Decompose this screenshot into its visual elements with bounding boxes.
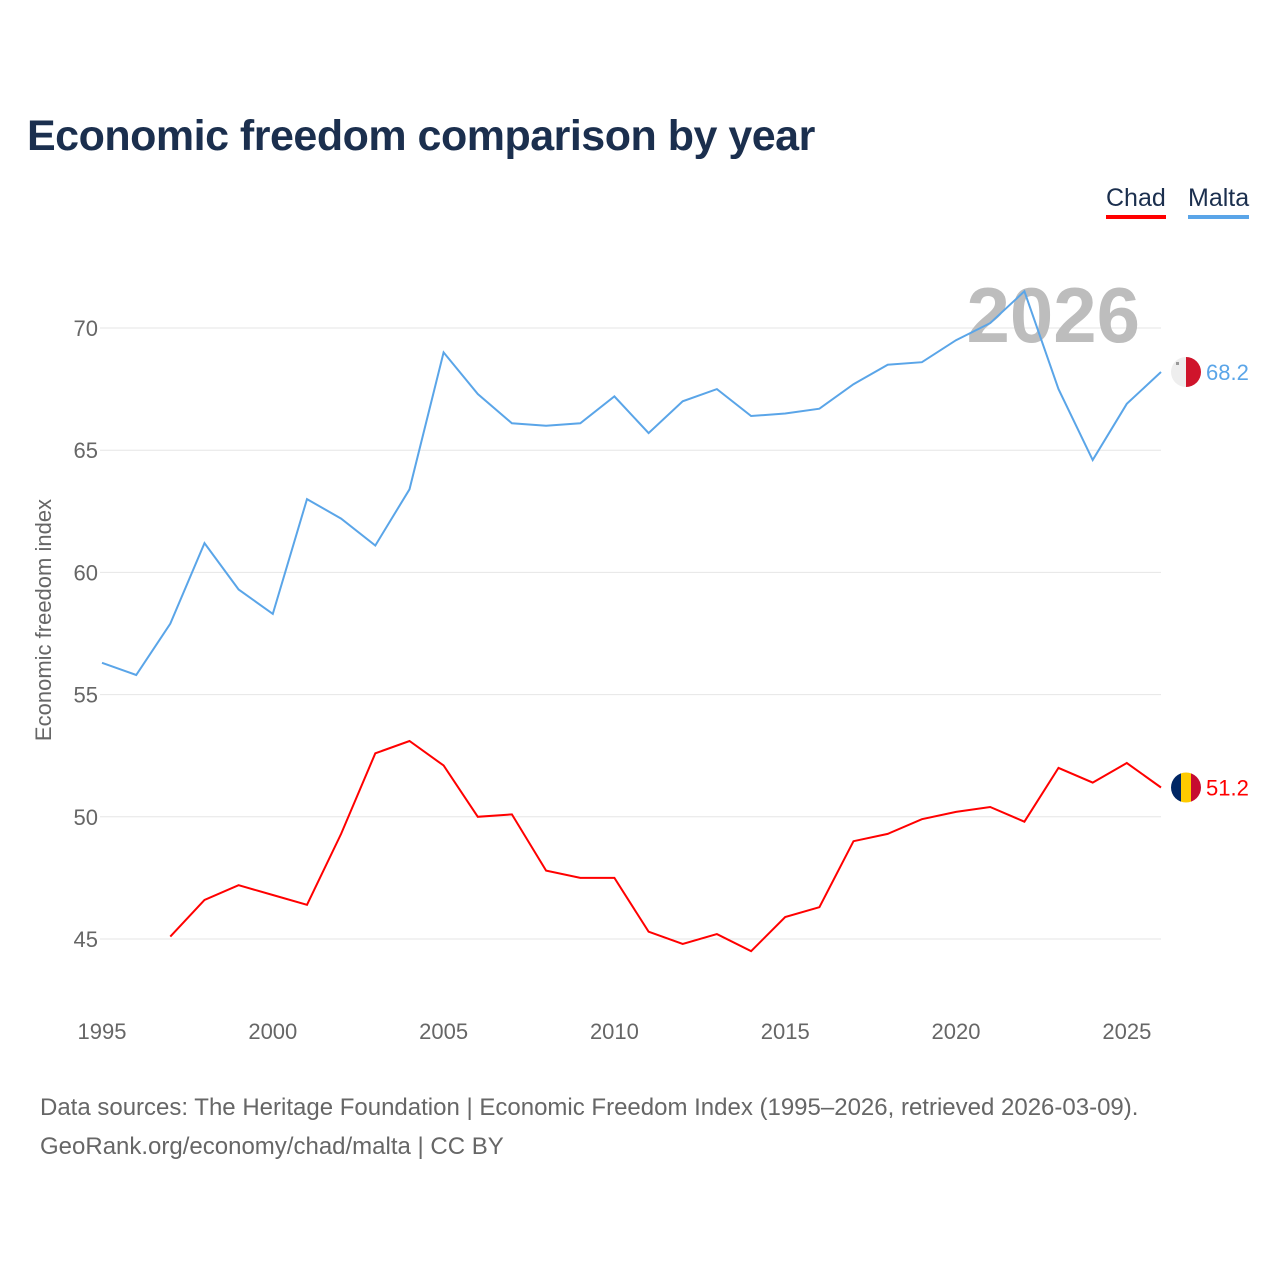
chart-title: Economic freedom comparison by year: [27, 112, 815, 160]
end-value-label-chad: 51.2: [1206, 775, 1249, 800]
malta-flag-icon: [1171, 356, 1201, 387]
footer-link[interactable]: GeoRank.org/economy/chad/malta | CC BY: [40, 1133, 504, 1160]
x-tick-label: 1995: [78, 1019, 127, 1044]
flag-body: [1171, 356, 1201, 387]
x-tick-label: 2020: [932, 1019, 981, 1044]
end-value-label-malta: 68.2: [1206, 360, 1249, 385]
x-tick-label: 2005: [419, 1019, 468, 1044]
chad-flag-icon: [1171, 772, 1201, 803]
legend-item-chad[interactable]: Chad: [1106, 184, 1166, 219]
y-tick-label: 55: [74, 683, 98, 708]
flag-stripe: [1186, 356, 1201, 387]
x-tick-label: 2015: [761, 1019, 810, 1044]
y-tick-label: 70: [74, 316, 98, 341]
flag-stripe: [1191, 772, 1201, 803]
x-tick-label: 2000: [248, 1019, 297, 1044]
flag-stripe: [1171, 772, 1181, 803]
year-watermark: 2026: [966, 271, 1140, 359]
flag-cross: [1176, 361, 1179, 365]
series-line-chad: [169, 739, 1162, 953]
legend-item-malta[interactable]: Malta: [1188, 184, 1250, 219]
series-line-malta: [101, 289, 1162, 677]
y-tick-label: 60: [74, 560, 98, 585]
y-tick-label: 50: [74, 805, 98, 830]
y-axis-label: Economic freedom index: [31, 499, 56, 741]
footer: Data sources: The Heritage Foundation | …: [40, 1088, 1138, 1166]
x-tick-label: 2025: [1102, 1019, 1151, 1044]
y-tick-label: 65: [74, 438, 98, 463]
flag-stripe: [1181, 772, 1191, 803]
flag-stripe: [1171, 356, 1186, 387]
x-tick-label: 2010: [590, 1019, 639, 1044]
footer-sources: Data sources: The Heritage Foundation | …: [40, 1094, 1139, 1121]
y-tick-label: 45: [74, 927, 98, 952]
flag-body: [1171, 772, 1201, 803]
